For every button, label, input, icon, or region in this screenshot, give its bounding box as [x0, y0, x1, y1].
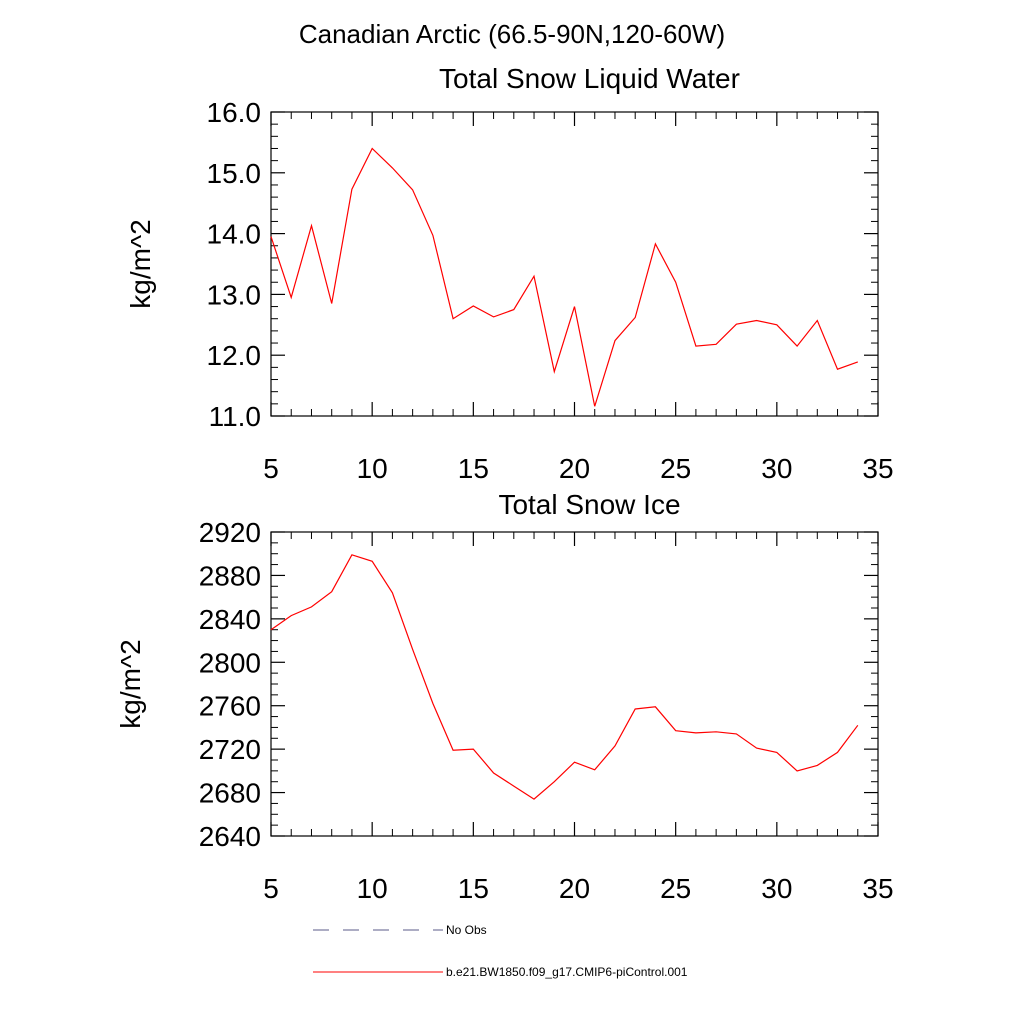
y-tick-label: 11.0: [209, 401, 261, 432]
series-line: [270, 554, 859, 800]
panel-snow-liquid-water: Total Snow Liquid Water kg/m^2 5 10 15 20 25 30…: [125, 63, 894, 484]
main-title: Canadian Arctic (66.5-90N,120-60W): [299, 19, 725, 49]
y-tick-label: 2760: [199, 691, 261, 722]
plot-frame: [270, 111, 879, 417]
legend-label: b.e21.BW1850.f09_g17.CMIP6-piControl.001: [446, 965, 688, 979]
y-tick-label: 2920: [199, 517, 261, 548]
y-tick-label: 15.0: [207, 158, 262, 189]
x-tick-label: 15: [458, 873, 489, 904]
x-tick-label: 35: [862, 873, 893, 904]
chart-title: Total Snow Ice: [498, 489, 680, 520]
x-tick-label: 30: [761, 453, 792, 484]
x-tick-label: 10: [357, 873, 388, 904]
legend-label: No Obs: [446, 923, 487, 937]
y-tick-label: 2720: [199, 734, 261, 765]
x-tick-label: 5: [263, 873, 279, 904]
y-tick-label: 14.0: [207, 219, 262, 250]
y-tick-label: 2680: [199, 778, 261, 809]
y-tick-label: 16.0: [207, 97, 262, 128]
y-tick-label: 2800: [199, 647, 261, 678]
y-tick-label: 2640: [199, 821, 261, 852]
y-axis-label: kg/m^2: [125, 219, 156, 308]
x-tick-label: 20: [559, 453, 590, 484]
x-tick-label: 20: [559, 873, 590, 904]
x-tick-label: 5: [263, 453, 279, 484]
panel-snow-ice: Total Snow Ice kg/m^2 5 10 15 20 25 30 35 2640 268…: [115, 489, 894, 904]
series-line: [270, 147, 859, 407]
y-tick-label: 2880: [199, 560, 261, 591]
x-tick-label: 25: [660, 873, 691, 904]
y-tick-label: 12.0: [207, 340, 262, 371]
y-tick-label: 2840: [199, 604, 261, 635]
chart-title: Total Snow Liquid Water: [439, 63, 740, 94]
legend: No Obs b.e21.BW1850.f09_g17.CMIP6-piContr…: [313, 923, 688, 979]
y-axis-label: kg/m^2: [115, 639, 146, 728]
x-tick-label: 10: [357, 453, 388, 484]
x-tick-label: 30: [761, 873, 792, 904]
x-tick-label: 35: [862, 453, 893, 484]
y-tick-label: 13.0: [207, 279, 262, 310]
x-tick-label: 15: [458, 453, 489, 484]
x-tick-label: 25: [660, 453, 691, 484]
plot-frame: [270, 531, 879, 837]
